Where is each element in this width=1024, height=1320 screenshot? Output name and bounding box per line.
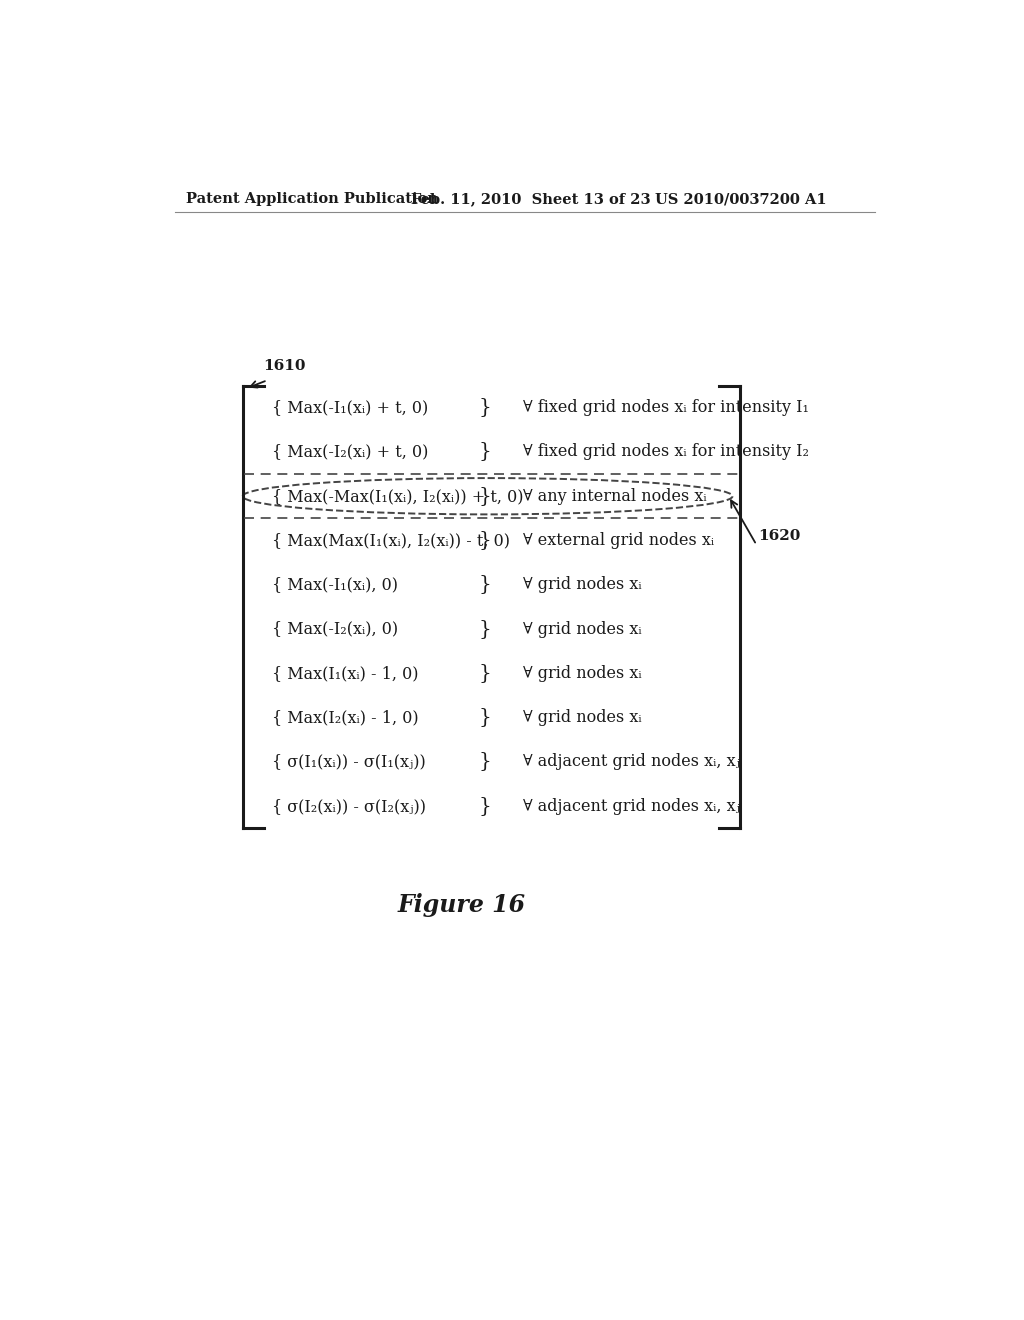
Text: Feb. 11, 2010  Sheet 13 of 23: Feb. 11, 2010 Sheet 13 of 23: [411, 193, 650, 206]
Text: US 2010/0037200 A1: US 2010/0037200 A1: [655, 193, 826, 206]
Text: }: }: [478, 797, 490, 816]
Text: { Max(Max(I₁(xᵢ), I₂(xᵢ)) - t, 0): { Max(Max(I₁(xᵢ), I₂(xᵢ)) - t, 0): [272, 532, 510, 549]
Text: ∀ grid nodes xᵢ: ∀ grid nodes xᵢ: [523, 665, 642, 682]
Text: ∀ grid nodes xᵢ: ∀ grid nodes xᵢ: [523, 709, 642, 726]
Text: { Max(-I₁(xᵢ) + t, 0): { Max(-I₁(xᵢ) + t, 0): [272, 399, 428, 416]
Text: ∀ grid nodes xᵢ: ∀ grid nodes xᵢ: [523, 620, 642, 638]
Text: }: }: [478, 619, 490, 639]
Text: { Max(-I₁(xᵢ), 0): { Max(-I₁(xᵢ), 0): [272, 577, 398, 593]
Text: { σ(I₂(xᵢ)) - σ(I₂(xⱼ)): { σ(I₂(xᵢ)) - σ(I₂(xⱼ)): [272, 797, 426, 814]
Text: { Max(I₂(xᵢ) - 1, 0): { Max(I₂(xᵢ) - 1, 0): [272, 709, 419, 726]
Text: ∀ fixed grid nodes xᵢ for intensity I₂: ∀ fixed grid nodes xᵢ for intensity I₂: [523, 444, 809, 461]
Text: 1610: 1610: [263, 359, 306, 374]
Text: 1620: 1620: [758, 529, 801, 543]
Text: { Max(-Max(I₁(xᵢ), I₂(xᵢ)) + t, 0): { Max(-Max(I₁(xᵢ), I₂(xᵢ)) + t, 0): [272, 487, 523, 504]
Text: }: }: [478, 531, 490, 550]
Text: ∀ external grid nodes xᵢ: ∀ external grid nodes xᵢ: [523, 532, 715, 549]
Text: Patent Application Publication: Patent Application Publication: [186, 193, 438, 206]
Text: Figure 16: Figure 16: [397, 894, 525, 917]
Text: }: }: [478, 399, 490, 417]
Text: }: }: [478, 752, 490, 771]
Text: }: }: [478, 442, 490, 462]
Text: ∀ any internal nodes xᵢ: ∀ any internal nodes xᵢ: [523, 487, 707, 504]
Text: }: }: [478, 576, 490, 594]
Text: ∀ adjacent grid nodes xᵢ, xⱼ: ∀ adjacent grid nodes xᵢ, xⱼ: [523, 797, 740, 814]
Text: { σ(I₁(xᵢ)) - σ(I₁(xⱼ)): { σ(I₁(xᵢ)) - σ(I₁(xⱼ)): [272, 754, 426, 771]
Text: { Max(-I₂(xᵢ), 0): { Max(-I₂(xᵢ), 0): [272, 620, 398, 638]
Text: ∀ fixed grid nodes xᵢ for intensity I₁: ∀ fixed grid nodes xᵢ for intensity I₁: [523, 399, 809, 416]
Text: ∀ grid nodes xᵢ: ∀ grid nodes xᵢ: [523, 577, 642, 593]
Text: ∀ adjacent grid nodes xᵢ, xⱼ: ∀ adjacent grid nodes xᵢ, xⱼ: [523, 754, 740, 771]
Text: { Max(-I₂(xᵢ) + t, 0): { Max(-I₂(xᵢ) + t, 0): [272, 444, 428, 461]
Text: { Max(I₁(xᵢ) - 1, 0): { Max(I₁(xᵢ) - 1, 0): [272, 665, 419, 682]
Text: }: }: [478, 487, 490, 506]
Text: }: }: [478, 708, 490, 727]
Text: }: }: [478, 664, 490, 682]
